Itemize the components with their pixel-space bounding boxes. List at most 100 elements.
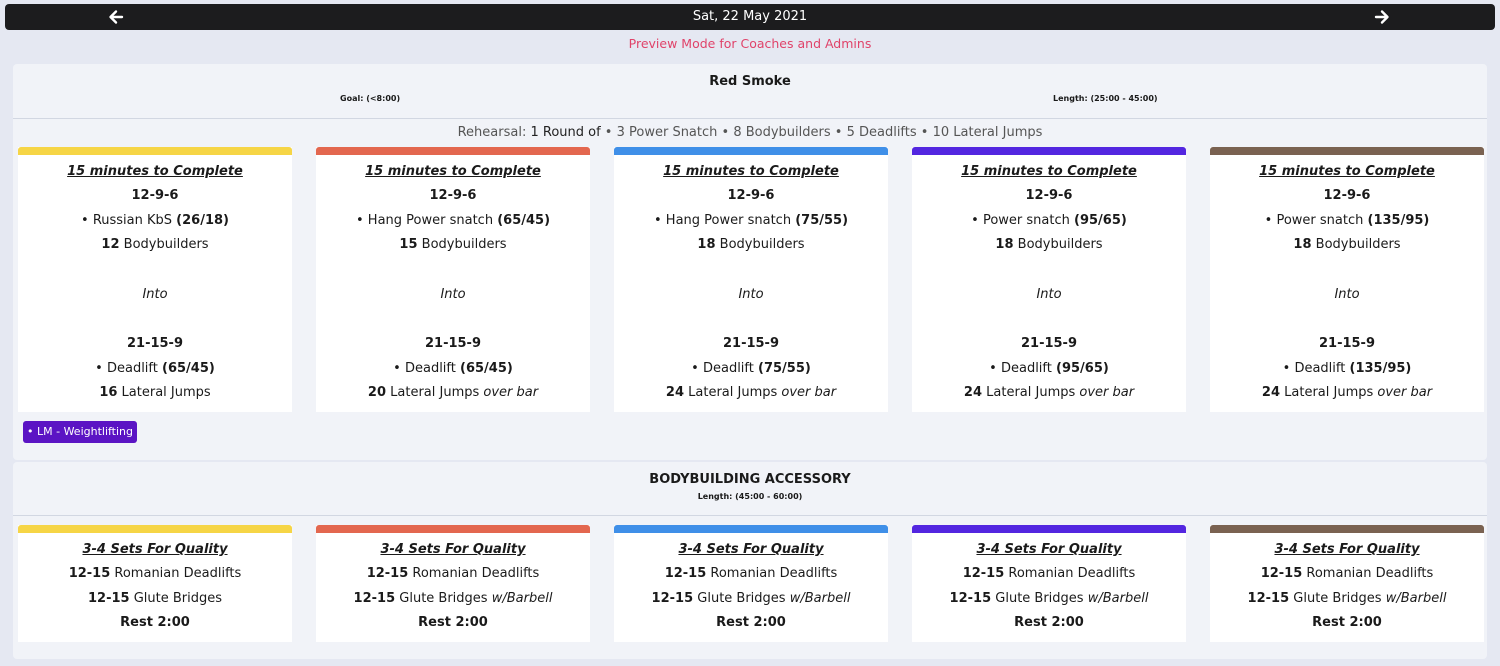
movement-note: over bar xyxy=(1377,385,1433,400)
movement: Romanian Deadlifts xyxy=(710,566,838,581)
movement: Lateral Jumps xyxy=(121,385,211,400)
arrow-right-icon[interactable] xyxy=(1372,7,1392,27)
reps: 24 xyxy=(963,385,982,400)
lift-load: (65/45) xyxy=(460,361,513,376)
card-color-bar xyxy=(912,147,1186,155)
workout-card: 15 minutes to Complete 12-9-6 • Power snat… xyxy=(1210,147,1484,412)
rest-time: Rest 2:00 xyxy=(418,615,488,630)
movement: Romanian Deadlifts xyxy=(1306,566,1434,581)
transition-text: Into xyxy=(440,287,466,302)
movement-note: over bar xyxy=(781,385,837,400)
card-line: 24 Lateral Jumps over bar xyxy=(1210,384,1484,401)
workout-goal: Goal: (<8:00) xyxy=(340,94,401,103)
category-tag[interactable]: • LM - Weightlifting xyxy=(23,421,137,443)
card-color-bar xyxy=(18,525,292,533)
card-line: 12-15 Romanian Deadlifts xyxy=(316,565,590,582)
movement: Glute Bridges xyxy=(995,591,1084,606)
card-line: 12-9-6 xyxy=(316,187,590,204)
card-heading: 15 minutes to Complete xyxy=(961,164,1137,179)
lift-name: Power snatch xyxy=(982,213,1070,228)
lift-name: Deadlift xyxy=(404,361,456,376)
card-line: 12-15 Glute Bridges w/Barbell xyxy=(1210,590,1484,607)
card-line: 15 minutes to Complete xyxy=(18,163,292,180)
card-line: • Deadlift (65/45) xyxy=(393,361,513,376)
rep-scheme: 21-15-9 xyxy=(126,336,184,351)
transition-text: Into xyxy=(142,287,168,302)
reps: 12-15 xyxy=(962,566,1005,581)
accessory-header: BODYBUILDING ACCESSORY Length: (45:00 - … xyxy=(13,462,1487,516)
accessory-length: Length: (45:00 - 60:00) xyxy=(697,492,803,501)
card-line: 12-15 Romanian Deadlifts xyxy=(614,565,888,582)
card-line: 21-15-9 xyxy=(614,335,888,352)
accessory-section: BODYBUILDING ACCESSORY Length: (45:00 - … xyxy=(13,462,1487,659)
rep-scheme: 21-15-9 xyxy=(1318,336,1376,351)
card-line: • Power snatch (135/95) xyxy=(1264,213,1430,228)
card-line: 16 Lateral Jumps xyxy=(18,384,292,401)
movement: Romanian Deadlifts xyxy=(1008,566,1136,581)
card-line: • Deadlift (75/55) xyxy=(691,361,811,376)
movement-note: w/Barbell xyxy=(789,591,851,606)
movement: Bodybuilders xyxy=(719,237,805,252)
card-line: • Hang Power snatch (75/55) xyxy=(653,213,849,228)
card-heading: 3-4 Sets For Quality xyxy=(678,542,824,557)
reps: 12 xyxy=(101,237,120,252)
card-line: • Hang Power snatch (65/45) xyxy=(355,213,551,228)
card-line: 15 minutes to Complete xyxy=(614,163,888,180)
rep-scheme: 12-9-6 xyxy=(429,188,477,203)
card-line: 12-9-6 xyxy=(912,187,1186,204)
lift-load: (26/18) xyxy=(176,213,229,228)
reps: 18 xyxy=(995,237,1014,252)
card-line: • Deadlift (135/95) xyxy=(1282,361,1412,376)
lift-load: (75/55) xyxy=(795,213,849,228)
reps: 16 xyxy=(99,385,118,400)
card-line: 12-15 Glute Bridges w/Barbell xyxy=(316,590,590,607)
lift-name: Deadlift xyxy=(1294,361,1346,376)
movement: Glute Bridges xyxy=(1293,591,1382,606)
card-line: Into xyxy=(912,286,1186,303)
card-line: 12 Bodybuilders xyxy=(18,236,292,253)
card-line: 21-15-9 xyxy=(316,335,590,352)
card-line: 12-9-6 xyxy=(1210,187,1484,204)
card-color-bar xyxy=(614,147,888,155)
card-color-bar xyxy=(18,147,292,155)
card-heading: 15 minutes to Complete xyxy=(365,164,541,179)
lift-name: Russian KbS xyxy=(92,213,173,228)
reps: 12-15 xyxy=(68,566,111,581)
workout-section: Red Smoke Goal: (<8:00) Length: (25:00 -… xyxy=(13,64,1487,460)
reps: 18 xyxy=(1293,237,1312,252)
movement: Glute Bridges xyxy=(697,591,786,606)
movement: Bodybuilders xyxy=(123,237,209,252)
lift-name: Deadlift xyxy=(106,361,158,376)
date-navigation-bar: Sat, 22 May 2021 xyxy=(5,4,1495,30)
card-line: 15 minutes to Complete xyxy=(912,163,1186,180)
movement-note: w/Barbell xyxy=(1385,591,1447,606)
rehearsal-item: • 10 Lateral Jumps xyxy=(916,125,1043,140)
accessory-card: 3-4 Sets For Quality 12-15 Romanian Deadl… xyxy=(1210,525,1484,642)
reps: 15 xyxy=(399,237,418,252)
card-line: 3-4 Sets For Quality xyxy=(1210,541,1484,558)
card-line: 3-4 Sets For Quality xyxy=(316,541,590,558)
reps: 12-15 xyxy=(1260,566,1303,581)
card-line: 24 Lateral Jumps over bar xyxy=(614,384,888,401)
rehearsal-item: • 3 Power Snatch xyxy=(600,125,718,140)
lift-load: (65/45) xyxy=(162,361,215,376)
card-color-bar xyxy=(614,525,888,533)
transition-text: Into xyxy=(1036,287,1062,302)
movement: Bodybuilders xyxy=(1017,237,1103,252)
accessory-title: BODYBUILDING ACCESSORY xyxy=(649,472,851,487)
card-heading: 15 minutes to Complete xyxy=(663,164,839,179)
card-line: 21-15-9 xyxy=(1210,335,1484,352)
card-color-bar xyxy=(912,525,1186,533)
lift-load: (75/55) xyxy=(758,361,811,376)
movement: Glute Bridges xyxy=(133,591,223,606)
reps: 12-15 xyxy=(366,566,409,581)
movement: Lateral Jumps xyxy=(688,385,778,400)
arrow-left-icon[interactable] xyxy=(106,7,126,27)
accessory-card: 3-4 Sets For Quality 12-15 Romanian Deadl… xyxy=(912,525,1186,642)
movement: Lateral Jumps xyxy=(1284,385,1374,400)
card-heading: 3-4 Sets For Quality xyxy=(380,542,526,557)
reps: 12-15 xyxy=(353,591,396,606)
card-line: 12-9-6 xyxy=(18,187,292,204)
reps: 12-15 xyxy=(651,591,694,606)
lift-load: (65/45) xyxy=(497,213,551,228)
